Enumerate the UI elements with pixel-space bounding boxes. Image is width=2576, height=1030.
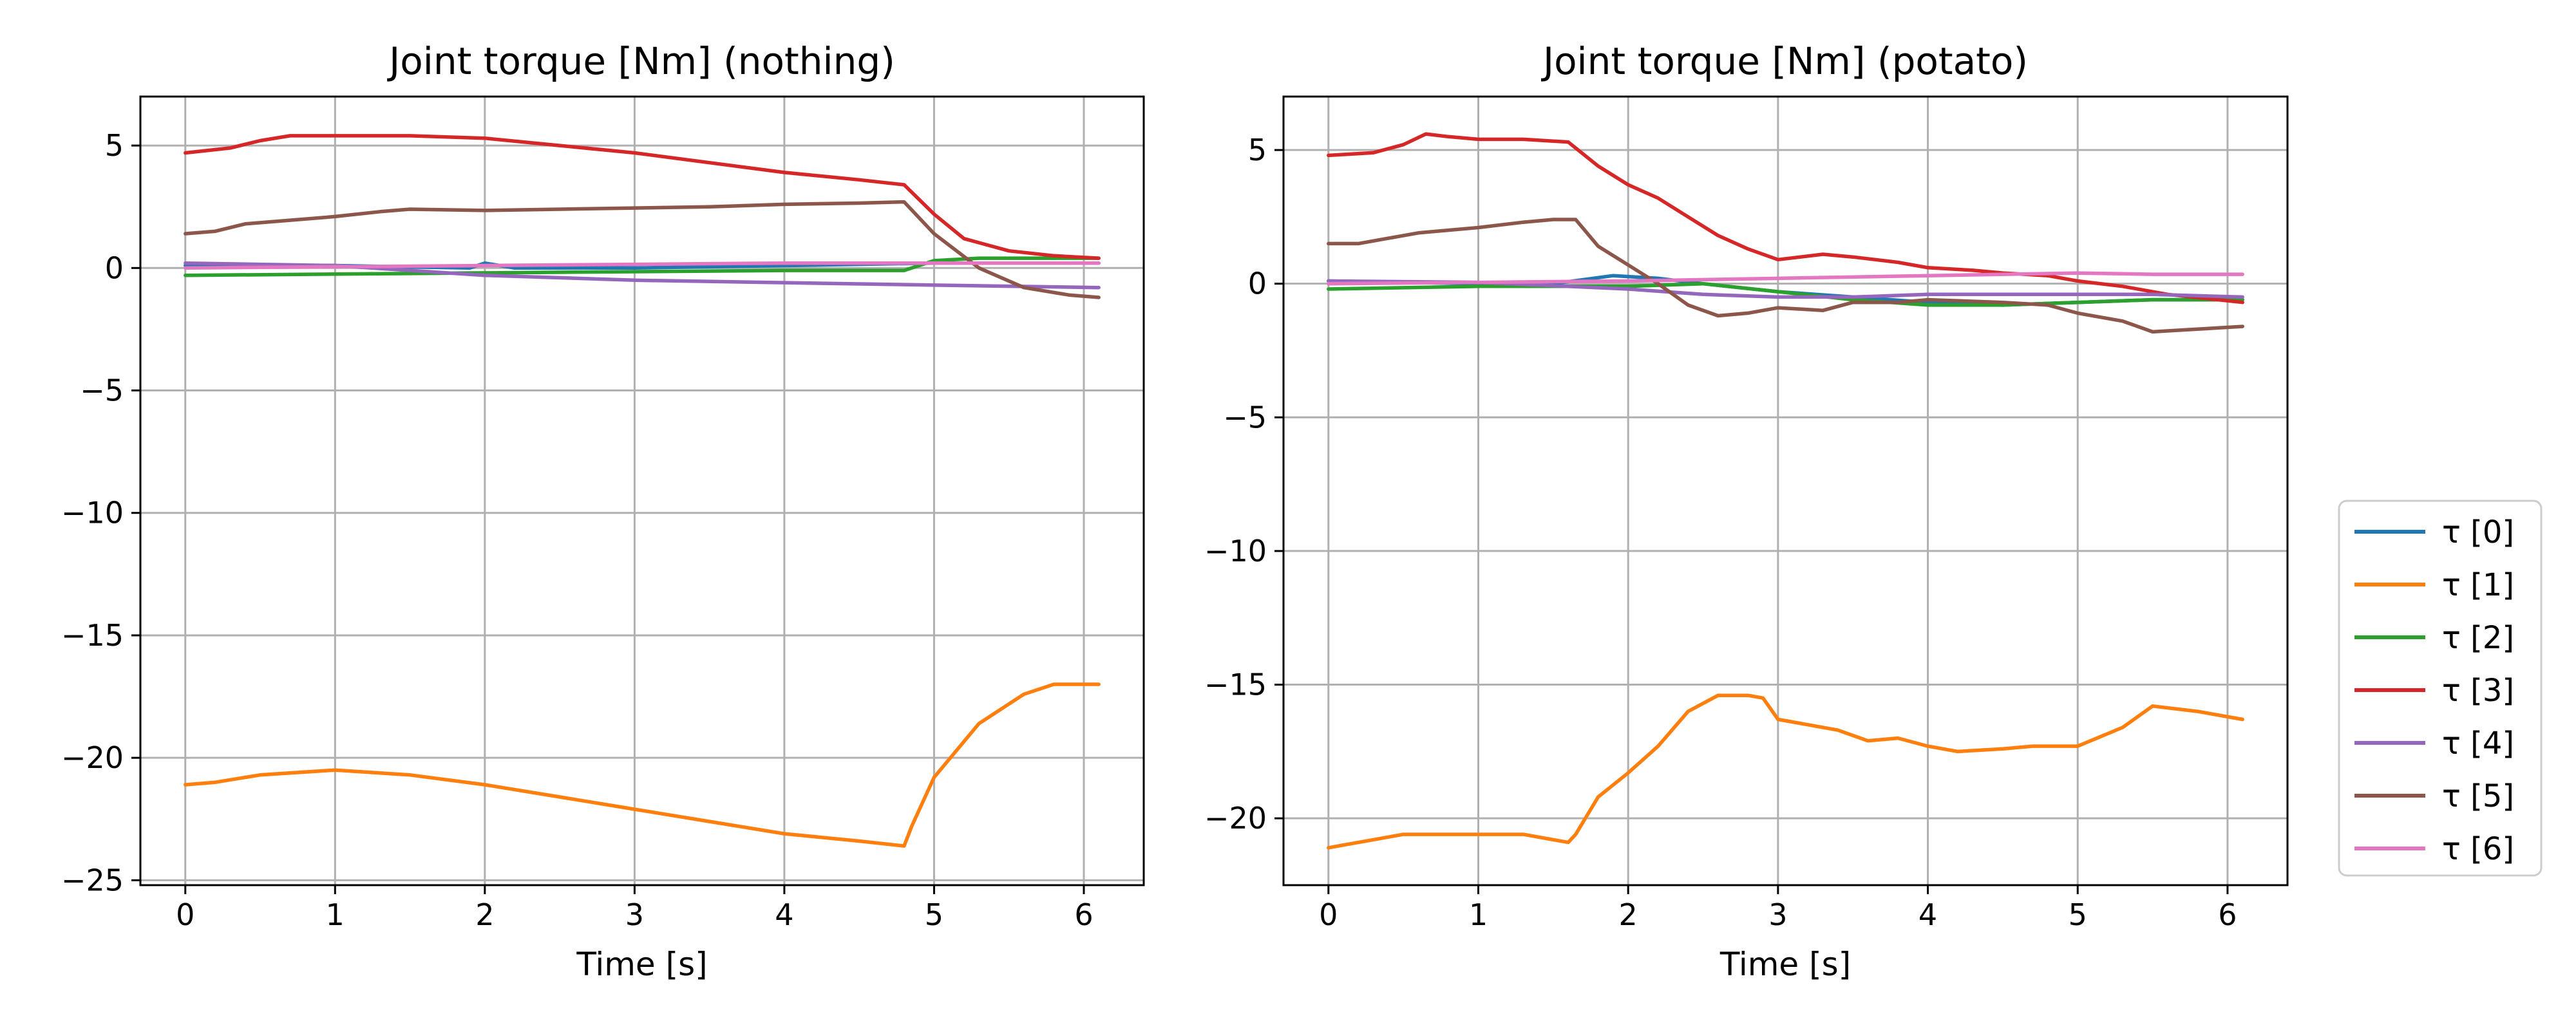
series-line-2 <box>184 256 1101 277</box>
chart-title: Joint torque [Nm] (potato) <box>1541 39 2028 83</box>
y-tick-label: −5 <box>80 373 124 408</box>
y-tick-label: −20 <box>61 740 124 775</box>
x-tick-label: 3 <box>1768 897 1787 932</box>
axes-frame <box>139 95 1145 886</box>
x-tick-label: 4 <box>1918 897 1937 932</box>
x-tick-label: 0 <box>176 897 194 932</box>
x-tick-label: 6 <box>1074 897 1093 932</box>
x-tick-label: 6 <box>2218 897 2237 932</box>
plots: 0 1 2 3 4 5 6 −25 −20 −15 −10 −5 0 5 Joint torque [Nm]… <box>61 39 2289 983</box>
x-axis-label: Time [s] <box>1719 946 1851 983</box>
x-tick-label: 2 <box>475 897 494 932</box>
y-tick-label: −10 <box>61 496 124 530</box>
legend: τ [0] τ [1] τ [2] τ [3] τ [4] τ [5] τ [6] <box>2338 500 2543 877</box>
legend-label-6: τ [6] <box>2442 831 2514 867</box>
subplot-0: 0 1 2 3 4 5 6 −25 −20 −15 −10 −5 0 5 Joint torque [Nm]… <box>61 39 1145 983</box>
legend-label-3: τ [3] <box>2442 673 2514 709</box>
x-tick-label: 5 <box>2069 897 2087 932</box>
series-line-1 <box>184 682 1101 848</box>
y-tick-label: −15 <box>61 618 124 653</box>
legend-label-4: τ [4] <box>2442 726 2514 762</box>
x-tick-label: 2 <box>1619 897 1638 932</box>
series-line-3 <box>184 134 1101 260</box>
y-tick-label: −20 <box>1204 801 1267 836</box>
y-tick-label: 0 <box>1248 267 1267 301</box>
x-tick-label: 5 <box>925 897 943 932</box>
legend-label-2: τ [2] <box>2442 620 2514 656</box>
x-tick-label: 0 <box>1319 897 1338 932</box>
axes-frame <box>1282 95 2289 886</box>
y-tick-label: 5 <box>105 128 124 163</box>
x-tick-label: 4 <box>775 897 793 932</box>
series-line-5 <box>184 200 1101 299</box>
x-tick-label: 1 <box>326 897 345 932</box>
y-tick-label: −25 <box>61 863 124 897</box>
x-axis-label: Time [s] <box>576 946 707 983</box>
y-tick-label: −15 <box>1204 668 1267 702</box>
subplot-1: 0 1 2 3 4 5 6 −20 −15 −10 −5 0 5 Joint torque [Nm] (p… <box>1204 39 2289 983</box>
legend-label-5: τ [5] <box>2442 778 2514 814</box>
y-tick-label: −10 <box>1204 534 1267 568</box>
series-line-6 <box>1327 271 2244 286</box>
chart-title: Joint torque [Nm] (nothing) <box>387 39 895 83</box>
legend-box <box>2338 500 2543 877</box>
series-line-5 <box>1327 218 2244 334</box>
y-tick-label: 5 <box>1248 133 1267 167</box>
legend-label-1: τ [1] <box>2442 567 2514 603</box>
y-tick-label: −5 <box>1223 400 1267 435</box>
y-tick-label: 0 <box>105 250 124 285</box>
series-line-4 <box>1327 279 2244 299</box>
x-tick-label: 1 <box>1469 897 1488 932</box>
series-line-6 <box>184 261 1101 270</box>
x-tick-label: 3 <box>625 897 644 932</box>
series-line-1 <box>1327 693 2244 850</box>
legend-label-0: τ [0] <box>2442 514 2514 550</box>
